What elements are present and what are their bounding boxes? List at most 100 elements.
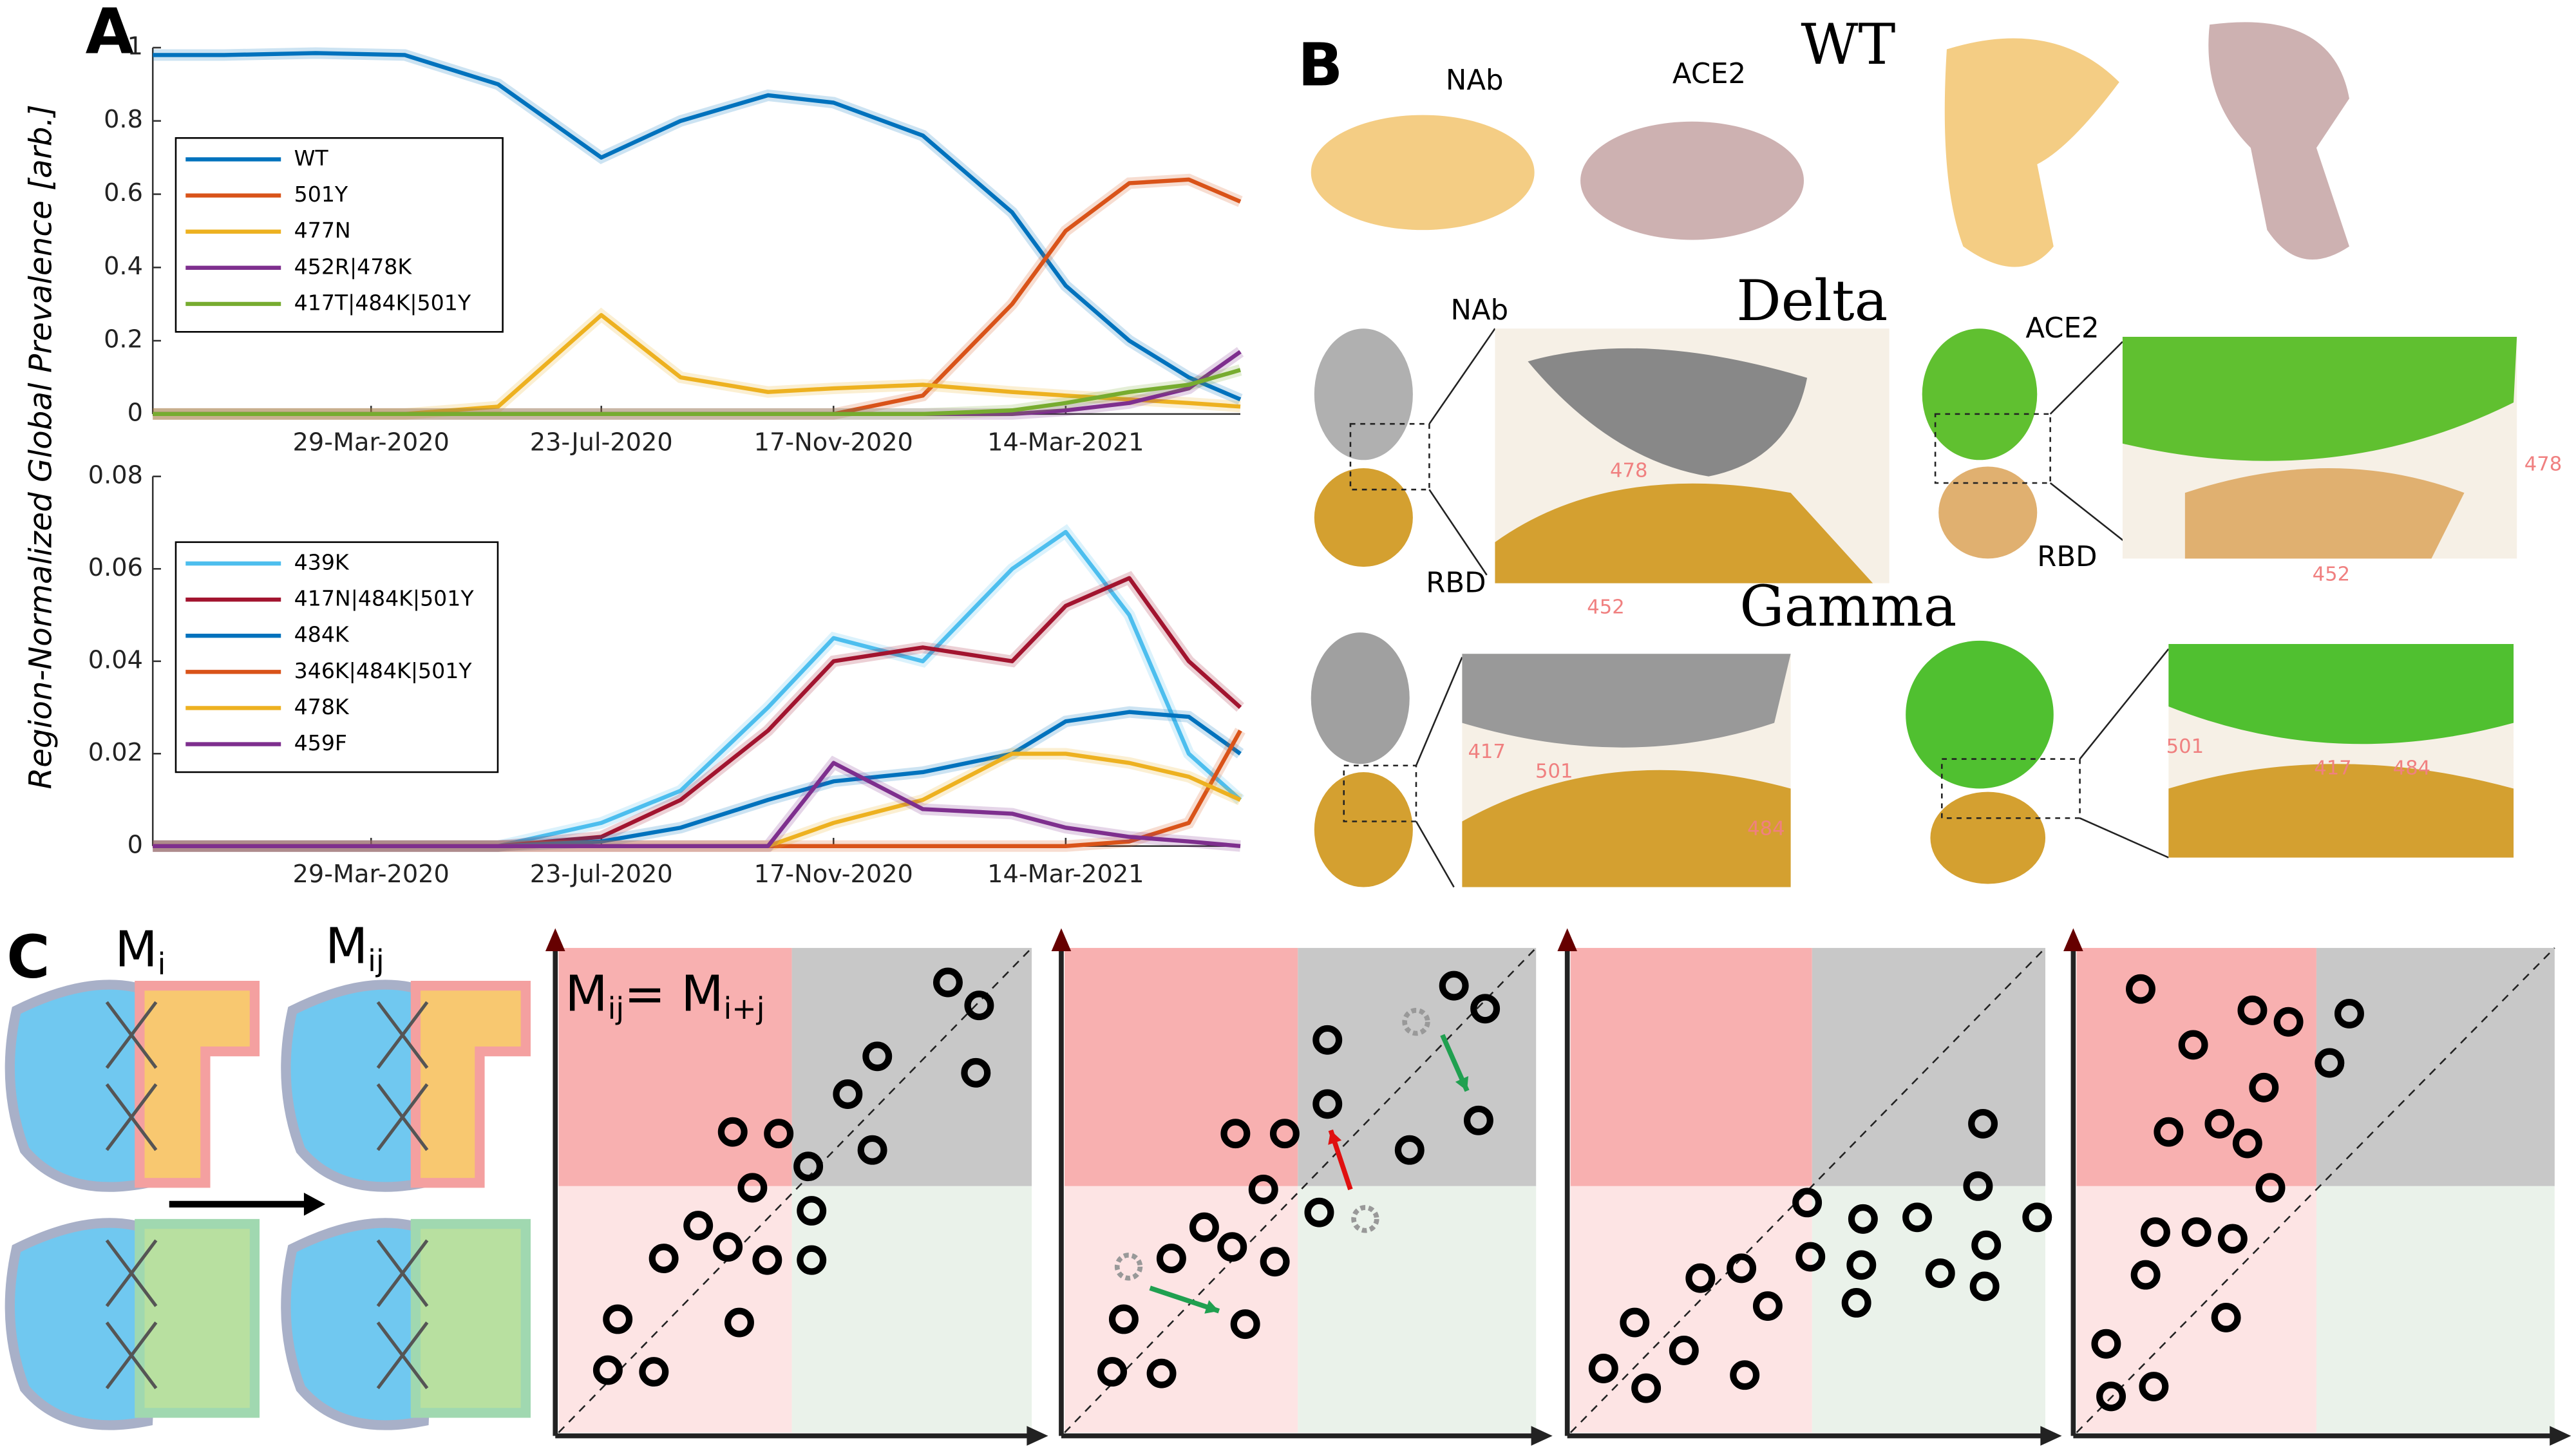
schematic-point	[797, 1245, 827, 1275]
quadrant	[791, 947, 1032, 1186]
zoom-box	[1343, 764, 1417, 822]
cartoon	[5, 980, 260, 1192]
schematic-point-old	[1351, 1205, 1379, 1233]
x-tick-label: 29-Mar-2020	[293, 428, 450, 457]
residue-label: 452	[1587, 596, 1624, 618]
quadrant	[1570, 947, 1812, 1186]
schematic-point	[737, 1173, 768, 1203]
residue-label: 484	[1747, 818, 1785, 840]
legend-box	[175, 541, 499, 773]
schematic-point	[764, 1119, 794, 1149]
equation: Mij= Mi+j	[565, 965, 765, 1025]
schematic-point	[1795, 1242, 1826, 1272]
cartoon	[281, 980, 531, 1192]
symbol: = M	[624, 965, 723, 1023]
schematic-point	[639, 1357, 669, 1387]
arrow-head	[1204, 1300, 1219, 1314]
schematic-point	[2217, 1224, 2248, 1254]
structure	[1930, 791, 2046, 884]
schematic-point	[1217, 1232, 1247, 1262]
label: ACE2	[2025, 312, 2099, 345]
schematic-point	[797, 1196, 827, 1226]
y-tick-label: 0.2	[104, 325, 143, 354]
y-tick-label: 0.06	[88, 553, 143, 582]
schematic-point-old	[1114, 1253, 1143, 1281]
schematic-point	[833, 1079, 863, 1109]
schematic-point	[2232, 1128, 2262, 1159]
arrow-head	[1531, 1426, 1553, 1446]
schematic-point	[1230, 1309, 1260, 1340]
schematic-point	[1097, 1357, 1127, 1387]
residue-label: 417	[1468, 741, 1505, 763]
schematic-point	[603, 1304, 633, 1334]
schematic-point	[592, 1355, 623, 1385]
legend-label: 417N|484K|501Y	[294, 586, 475, 611]
schematic-point	[1841, 1288, 1871, 1318]
panel-b: B NAb ACE2 WT Delta NAb RBD 478 452 ACE2…	[1298, 12, 2562, 888]
symbol: M	[565, 965, 608, 1023]
quadrant	[2076, 947, 2316, 1186]
legend-label: 346K|484K|501Y	[294, 658, 473, 683]
schematic-point-old	[1402, 1008, 1430, 1036]
arrow-head	[1027, 1426, 1048, 1446]
structure	[2168, 764, 2514, 858]
legend-label: 501Y	[294, 182, 348, 207]
schematic-point	[1463, 1105, 1493, 1135]
schematic-point	[2237, 995, 2268, 1025]
arrow-head	[303, 1193, 326, 1216]
schematic-point	[1588, 1354, 1618, 1383]
diagonal	[2076, 947, 2555, 1434]
schematic-point	[1669, 1335, 1699, 1365]
structure	[1462, 654, 1791, 748]
x-tick-label: 14-Mar-2021	[987, 428, 1144, 457]
schematic-point	[1260, 1247, 1290, 1277]
schematic-point	[1902, 1202, 1932, 1233]
schematic-point	[2139, 1372, 2169, 1402]
zoom-box	[1934, 413, 2051, 484]
diagonal	[558, 947, 1032, 1434]
arrow-head	[1328, 1130, 1342, 1145]
structure	[1314, 468, 1413, 567]
legend-label: 477N	[294, 218, 351, 243]
schematic-point	[2096, 1381, 2126, 1412]
legend-label: 459F	[294, 730, 347, 755]
schematic-point	[1304, 1197, 1334, 1227]
legend-box	[175, 137, 504, 333]
panel-c-cartoons: C Mi Mij	[5, 918, 531, 1430]
schematic-point	[1968, 1108, 1998, 1139]
x-tick-label: 23-Jul-2020	[530, 428, 673, 457]
quadrant	[2076, 1186, 2316, 1433]
zoom-line	[2079, 648, 2170, 760]
schematic-point	[2249, 1072, 2279, 1103]
schematic-point	[1730, 1360, 1760, 1390]
residue-label: 452	[2313, 563, 2350, 585]
schematic-point	[857, 1135, 887, 1165]
schematic-point	[1620, 1307, 1650, 1338]
zoom-line	[2049, 482, 2137, 551]
schematic-point	[2204, 1108, 2235, 1139]
schematic-point	[1963, 1171, 1993, 1201]
schematic-point	[1108, 1304, 1139, 1334]
schematic-point	[961, 1057, 991, 1088]
legend-label: 478K	[294, 694, 350, 719]
label: NAb	[1446, 64, 1504, 97]
schematic-point	[2126, 974, 2155, 1004]
variant-title: Delta	[1736, 269, 1888, 334]
legend-label: 439K	[294, 550, 350, 575]
quadrant	[558, 947, 792, 1186]
schematic-point	[649, 1244, 679, 1274]
structure	[2208, 22, 2349, 260]
quadrant	[1298, 1186, 1537, 1433]
diagonal	[1064, 947, 1537, 1434]
zoom-line	[2049, 341, 2123, 415]
series-line	[153, 368, 1241, 417]
structure	[1311, 115, 1535, 231]
schematic-point	[1220, 1119, 1251, 1149]
quadrant	[1065, 947, 1298, 1186]
panel-letter: B	[1298, 31, 1343, 100]
legend-label: 452R|478K	[294, 254, 413, 279]
cartoon	[5, 1218, 260, 1430]
y-tick-label: 0.02	[88, 738, 143, 767]
label: NAb	[1451, 294, 1509, 327]
